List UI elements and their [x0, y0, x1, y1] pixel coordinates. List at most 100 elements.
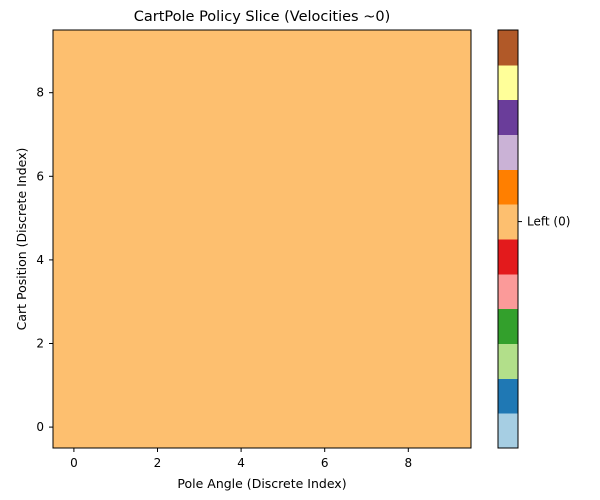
- heatmap-cell: [178, 30, 221, 73]
- heatmap-cell: [94, 155, 138, 198]
- heatmap-cell: [53, 155, 96, 198]
- heatmap-cell: [53, 280, 96, 324]
- heatmap-cell: [387, 71, 430, 115]
- heatmap-cell: [429, 239, 472, 282]
- y-tick-label: 4: [36, 253, 44, 267]
- heatmap-cell: [303, 155, 347, 198]
- heatmap-cell: [53, 322, 96, 365]
- heatmap-cell: [387, 113, 430, 156]
- heatmap-cell: [303, 322, 347, 365]
- y-tick-label: 8: [36, 86, 44, 100]
- x-tick-label: 4: [237, 456, 245, 470]
- heatmap-cell: [387, 280, 430, 324]
- colorbar: Left (0): [497, 29, 570, 449]
- colorbar-segment: [498, 343, 518, 379]
- heatmap-cell: [262, 71, 305, 115]
- colorbar-segment: [498, 239, 518, 275]
- x-axis-ticks: 0 2 4 6 8: [70, 448, 412, 470]
- heatmap-cell: [178, 406, 221, 449]
- heatmap-cell: [220, 364, 263, 407]
- x-tick-label: 2: [154, 456, 162, 470]
- heatmap-cell: [429, 71, 472, 115]
- heatmap-cell: [345, 113, 388, 156]
- heatmap-cell: [429, 30, 472, 73]
- heatmap-cell: [220, 30, 263, 73]
- heatmap-cell: [94, 322, 138, 365]
- colorbar-segment: [498, 378, 518, 414]
- x-tick-label: 0: [70, 456, 78, 470]
- heatmap-cell: [262, 280, 305, 324]
- heatmap-cell: [387, 197, 430, 240]
- colorbar-tick-label: Left (0): [527, 215, 570, 229]
- heatmap-cell: [136, 30, 179, 73]
- heatmap-cell: [345, 239, 388, 282]
- heatmap-cell: [53, 364, 96, 407]
- heatmap-cell: [303, 113, 347, 156]
- heatmap-cell: [53, 239, 96, 282]
- heatmap-cell: [345, 71, 388, 115]
- y-axis-label: Cart Position (Discrete Index): [14, 148, 29, 331]
- x-axis-label: Pole Angle (Discrete Index): [177, 476, 346, 491]
- heatmap-cell: [345, 322, 388, 365]
- heatmap-cell: [262, 155, 305, 198]
- heatmap-cell: [429, 113, 472, 156]
- heatmap-cell: [178, 113, 221, 156]
- heatmap-cell: [387, 322, 430, 365]
- heatmap-cell: [345, 155, 388, 198]
- heatmap-cell: [136, 239, 179, 282]
- heatmap-cell: [136, 322, 179, 365]
- heatmap-cell: [136, 155, 179, 198]
- colorbar-frame: [497, 29, 519, 449]
- heatmap-cells: [53, 30, 472, 449]
- x-tick-label: 8: [404, 456, 412, 470]
- heatmap-cell: [220, 322, 263, 365]
- heatmap-cell: [53, 197, 96, 240]
- colorbar-segment: [498, 30, 518, 66]
- chart-title: CartPole Policy Slice (Velocities ~0): [134, 9, 391, 25]
- heatmap-cell: [303, 30, 347, 73]
- heatmap-cell: [136, 113, 179, 156]
- heatmap-cell: [345, 364, 388, 407]
- heatmap-cell: [387, 239, 430, 282]
- y-tick-label: 2: [36, 337, 44, 351]
- heatmap-cell: [53, 71, 96, 115]
- plot-frame: [52, 29, 472, 449]
- heatmap-cell: [220, 113, 263, 156]
- heatmap-cell: [178, 155, 221, 198]
- heatmap-cell: [303, 71, 347, 115]
- y-axis-ticks: 0 2 4 6 8: [36, 86, 53, 434]
- y-tick-label: 6: [36, 169, 44, 183]
- heatmap-cell: [429, 322, 472, 365]
- heatmap-cell: [178, 322, 221, 365]
- heatmap-cell: [303, 364, 347, 407]
- heatmap-cell: [220, 280, 263, 324]
- heatmap-cell: [387, 155, 430, 198]
- heatmap-cell: [303, 197, 347, 240]
- heatmap-cell: [178, 71, 221, 115]
- heatmap-cell: [345, 197, 388, 240]
- colorbar-segment: [498, 413, 518, 449]
- heatmap-cell: [136, 71, 179, 115]
- heatmap-cell: [53, 30, 96, 73]
- heatmap-cell: [94, 364, 138, 407]
- heatmap-cell: [387, 364, 430, 407]
- heatmap-cell: [303, 406, 347, 449]
- heatmap-cell: [94, 197, 138, 240]
- colorbar-segment: [498, 64, 518, 101]
- heatmap-cell: [178, 364, 221, 407]
- heatmap-cell: [387, 30, 430, 73]
- heatmap-cell: [94, 113, 138, 156]
- heatmap-cell: [303, 239, 347, 282]
- heatmap-cell: [136, 406, 179, 449]
- colorbar-segment: [498, 308, 518, 344]
- heatmap-cell: [220, 197, 263, 240]
- heatmap-cell: [53, 113, 96, 156]
- heatmap-cell: [429, 364, 472, 407]
- heatmap-cell: [136, 197, 179, 240]
- colorbar-segment: [498, 273, 518, 310]
- heatmap-cell: [136, 280, 179, 324]
- colorbar-segment: [498, 134, 518, 170]
- heatmap-cell: [345, 280, 388, 324]
- heatmap-cell: [53, 406, 96, 449]
- heatmap-cell: [345, 30, 388, 73]
